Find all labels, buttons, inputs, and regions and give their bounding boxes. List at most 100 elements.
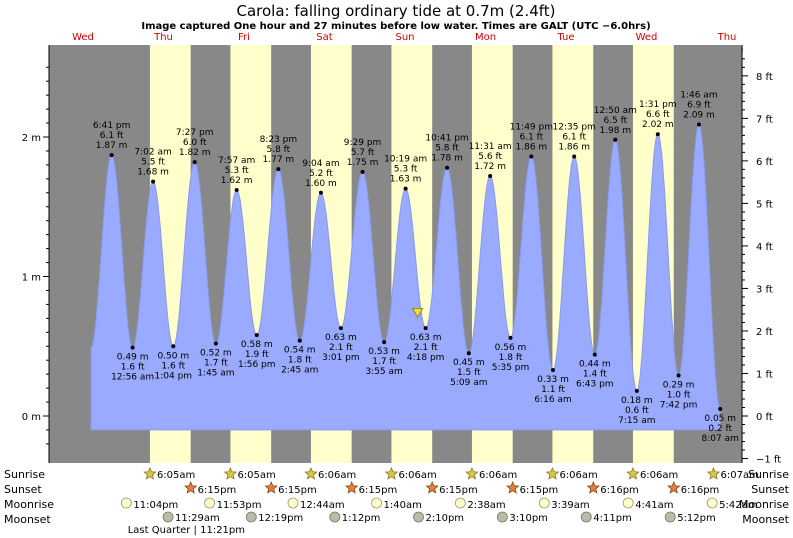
tide-m-14: 1.63 m xyxy=(390,175,422,185)
moonrise-icon xyxy=(120,497,132,509)
tide-time-14: 10:19 am xyxy=(384,155,427,165)
sunset-time-1: 6:15pm xyxy=(278,485,317,496)
sunset-time-4: 6:15pm xyxy=(520,485,559,496)
sunset-icon xyxy=(667,480,681,494)
tide-ft-11: 2.1 ft xyxy=(329,343,353,353)
tide-m-18: 1.72 m xyxy=(474,162,506,172)
tide-time-0: 6:41 pm xyxy=(93,121,131,131)
sunrise-icon xyxy=(304,466,318,480)
moonrise-time-4: 2:38am xyxy=(467,500,505,511)
tide-ft-23: 1.4 ft xyxy=(583,370,607,380)
tide-point-23 xyxy=(592,352,597,357)
tide-ft-25: 0.6 ft xyxy=(625,406,649,416)
tide-time-13: 3:55 am xyxy=(365,367,402,377)
tide-ft-20: 6.1 ft xyxy=(519,133,543,143)
tide-ft-4: 6.0 ft xyxy=(183,138,207,148)
row-label-moonset-left: Moonset xyxy=(4,513,51,526)
tide-m-0: 1.87 m xyxy=(96,141,128,151)
tide-ft-15: 2.1 ft xyxy=(414,343,438,353)
tide-ft-6: 5.3 ft xyxy=(225,166,249,176)
day-name-5: Mon xyxy=(475,32,496,43)
moonrise-icon xyxy=(204,497,215,509)
tide-m-9: 0.54 m xyxy=(284,346,316,356)
right-tick-label-5: 4 ft xyxy=(756,242,773,253)
tide-time-6: 7:57 am xyxy=(218,156,255,166)
tide-ft-1: 1.6 ft xyxy=(121,363,145,373)
day-name-7: Wed xyxy=(636,32,658,43)
sunset-icon xyxy=(345,480,359,494)
moonset-icon xyxy=(329,511,341,523)
tide-point-14 xyxy=(403,186,408,191)
sunrise-time-7: 6:07am xyxy=(721,470,759,481)
moonrise-time-1: 11:53pm xyxy=(217,500,262,511)
row-label-sunset-left: Sunset xyxy=(4,483,42,496)
tide-point-25 xyxy=(634,388,639,393)
chart-subtitle: Image captured One hour and 27 minutes b… xyxy=(141,21,650,32)
day-name-2: Fri xyxy=(238,32,250,43)
tide-m-23: 0.44 m xyxy=(579,360,611,370)
tide-point-10 xyxy=(318,190,323,195)
moonset-time-4: 3:10pm xyxy=(509,513,548,524)
moonrise-time-3: 1:40am xyxy=(384,500,422,511)
sunset-time-2: 6:15pm xyxy=(359,485,398,496)
sunset-time-3: 6:15pm xyxy=(439,485,478,496)
row-label-sunset-right: Sunset xyxy=(751,483,789,496)
tide-m-28: 2.09 m xyxy=(683,110,715,120)
tide-m-20: 1.86 m xyxy=(516,143,548,153)
tide-m-8: 1.77 m xyxy=(263,155,295,165)
tide-m-3: 0.50 m xyxy=(157,351,189,361)
tide-point-24 xyxy=(613,137,618,142)
tide-time-4: 7:27 pm xyxy=(176,128,214,138)
tide-ft-14: 5.3 ft xyxy=(394,165,418,175)
moonset-time-3: 2:10pm xyxy=(425,513,464,524)
tide-time-7: 1:56 pm xyxy=(238,360,276,370)
moonset-icon xyxy=(245,511,257,523)
moonset-time-1: 12:19pm xyxy=(258,513,303,524)
tide-m-26: 2.02 m xyxy=(642,120,674,130)
right-tick-label-9: 8 ft xyxy=(756,72,773,83)
tide-m-21: 0.33 m xyxy=(537,375,569,385)
tide-time-15: 4:18 pm xyxy=(407,353,445,363)
tide-time-20: 11:49 pm xyxy=(510,123,553,133)
moonrise-icon xyxy=(454,497,466,509)
tide-ft-3: 1.6 ft xyxy=(161,361,185,371)
left-axis-metres: 0 m 1 m 2 m xyxy=(22,45,50,463)
tide-point-29 xyxy=(718,407,723,412)
sunset-icon xyxy=(264,480,278,494)
tide-m-10: 1.60 m xyxy=(305,179,337,189)
chart-title: Carola: falling ordinary tide at 0.7m (2… xyxy=(236,2,555,20)
tide-m-24: 1.98 m xyxy=(599,126,631,136)
moonrise-time-2: 12:44am xyxy=(300,500,345,511)
tide-m-7: 0.58 m xyxy=(241,340,273,350)
tide-m-22: 1.86 m xyxy=(558,143,590,153)
tide-ft-21: 1.1 ft xyxy=(541,385,565,395)
tide-point-3 xyxy=(171,344,176,349)
left-tick-label-0: 0 m xyxy=(22,412,41,423)
tide-point-18 xyxy=(488,174,493,179)
moonrise-time-7: 5:42am xyxy=(719,500,757,511)
moonset-time-0: 11:29am xyxy=(175,513,220,524)
tide-ft-18: 5.6 ft xyxy=(478,152,502,162)
right-tick-label-2: 1 ft xyxy=(756,369,773,380)
sunset-time-5: 6:16pm xyxy=(600,485,639,496)
tide-time-28: 1:46 am xyxy=(680,90,717,100)
sunrise-time-4: 6:06am xyxy=(479,470,517,481)
tide-point-21 xyxy=(551,367,556,372)
sunrise-icon xyxy=(626,466,640,480)
tide-time-1: 12:56 am xyxy=(111,373,154,383)
moonset-time-2: 1:12pm xyxy=(342,513,381,524)
tide-time-17: 5:09 am xyxy=(450,378,487,388)
tide-ft-28: 6.9 ft xyxy=(687,100,711,110)
sunrise-time-0: 6:05am xyxy=(157,470,195,481)
tide-point-4 xyxy=(192,160,197,165)
right-tick-label-7: 6 ft xyxy=(756,157,773,168)
tide-point-13 xyxy=(382,340,387,345)
tide-time-21: 6:16 am xyxy=(534,395,571,405)
row-label-moonset-right: Moonset xyxy=(742,513,789,526)
right-tick-label-3: 2 ft xyxy=(756,327,773,338)
right-tick-label-8: 7 ft xyxy=(756,114,773,125)
left-tick-label-1: 1 m xyxy=(22,273,41,284)
moonset-icon xyxy=(496,511,508,523)
tide-ft-17: 1.5 ft xyxy=(457,368,481,378)
